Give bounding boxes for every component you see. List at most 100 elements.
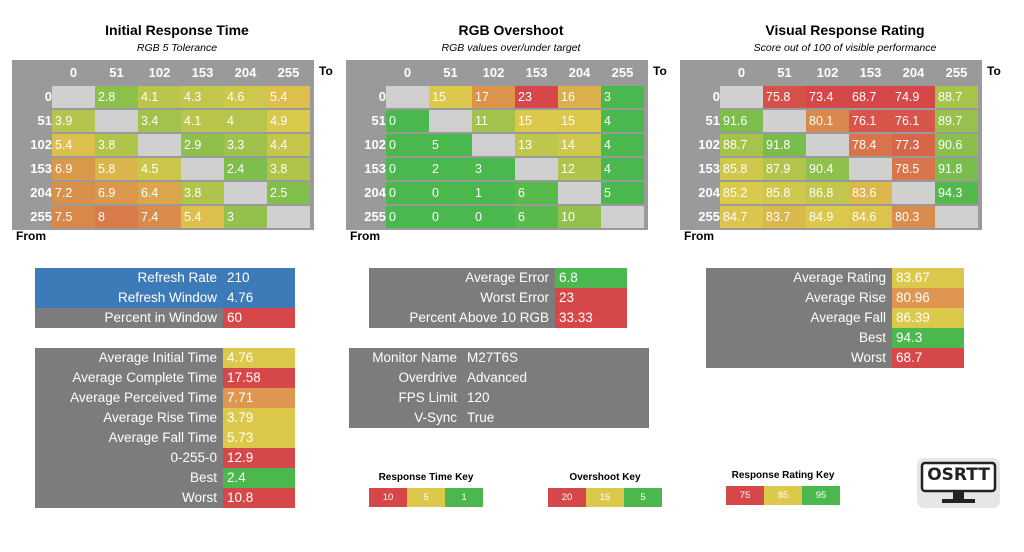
info-value: 4.76: [223, 288, 295, 308]
heatmap-cell: 83.6: [849, 182, 892, 204]
heatmap-cell: 3.4: [138, 110, 181, 132]
info-value: 6.8: [555, 268, 627, 288]
info-value: 4.76: [223, 348, 295, 368]
response-rating-key: Response Rating Key 75 85 95: [726, 470, 840, 505]
heatmap-title: Visual Response Rating: [765, 22, 925, 38]
heatmap-diagonal-cell: [515, 158, 558, 180]
row-header: 255: [364, 209, 386, 224]
key-cell: 5: [624, 488, 662, 507]
heatmap-diagonal-cell: [181, 158, 224, 180]
row-header: 153: [30, 161, 52, 176]
info-row: Refresh Window 4.76: [35, 288, 295, 308]
heatmap-cell: 8: [95, 206, 138, 228]
heatmap-diagonal-cell: [52, 86, 95, 108]
monitor-settings-box: Monitor Name M27T6S Overdrive Advanced FPS L…: [349, 348, 649, 428]
heatmap-y-label: From: [684, 229, 714, 243]
key-title: Overshoot Key: [569, 472, 641, 483]
info-row: Worst Error 23: [369, 288, 627, 308]
heatmap-cell: 80.1: [806, 110, 849, 132]
info-row: Refresh Rate 210: [35, 268, 295, 288]
info-label: Average Complete Time: [35, 368, 223, 388]
heatmap-cell: 10: [558, 206, 601, 228]
heatmap-cell: 74.9: [892, 86, 935, 108]
heatmap-cell: 5.4: [267, 86, 310, 108]
row-header: 204: [30, 185, 52, 200]
key-cell: 5: [407, 488, 445, 507]
info-row: Percent in Window 60: [35, 308, 295, 328]
heatmap-cell: 4.1: [181, 110, 224, 132]
heatmap-cell: 0: [429, 182, 472, 204]
heatmap-cell: 90.6: [935, 134, 978, 156]
info-label: Average Fall: [706, 308, 892, 328]
info-label: Refresh Rate: [35, 268, 223, 288]
heatmap-cell: 16: [558, 86, 601, 108]
info-row: Best 94.3: [706, 328, 964, 348]
info-label: Average Initial Time: [35, 348, 223, 368]
info-value: M27T6S: [463, 348, 649, 368]
heatmap-cell: 6: [515, 206, 558, 228]
heatmap-cell: 85.8: [720, 158, 763, 180]
info-value: 94.3: [892, 328, 964, 348]
info-row: Monitor Name M27T6S: [349, 348, 649, 368]
heatmap-cell: 6.4: [138, 182, 181, 204]
heatmap-x-label: To: [319, 64, 333, 78]
column-header: 102: [482, 65, 505, 80]
heatmap-cell: 88.7: [935, 86, 978, 108]
key-cell: 10: [369, 488, 407, 507]
heatmap-cell: 3.9: [52, 110, 95, 132]
heatmap-cell: 15: [515, 110, 558, 132]
row-header: 204: [698, 185, 720, 200]
info-label: Average Rating: [706, 268, 892, 288]
row-header: 102: [364, 137, 386, 152]
info-row: Average Initial Time 4.76: [35, 348, 295, 368]
info-label: FPS Limit: [349, 388, 463, 408]
heatmap-cell: 0: [386, 110, 429, 132]
response-time-key: Response Time Key 10 5 1: [369, 472, 483, 507]
heatmap-cell: 11: [472, 110, 515, 132]
heatmap-cell: 3: [224, 206, 267, 228]
column-header: 0: [69, 65, 78, 80]
heatmap-cell: 84.9: [806, 206, 849, 228]
heatmap-cell: 89.7: [935, 110, 978, 132]
heatmap-cell: 4.3: [181, 86, 224, 108]
heatmap-cell: 85.2: [720, 182, 763, 204]
heatmap-cell: 14: [558, 134, 601, 156]
heatmap-cell: 4.4: [267, 134, 310, 156]
heatmap-diagonal-cell: [558, 182, 601, 204]
heatmap-cell: 2: [429, 158, 472, 180]
info-label: Worst: [706, 348, 892, 368]
info-label: Average Perceived Time: [35, 388, 223, 408]
heatmap-title: RGB Overshoot: [458, 22, 564, 38]
heatmap-cell: 15: [558, 110, 601, 132]
overshoot-key: Overshoot Key 20 15 5: [548, 472, 662, 507]
key-cell: 15: [586, 488, 624, 507]
rating-summary-box: Average Rating 83.67 Average Rise 80.96 Aver…: [706, 268, 964, 368]
info-value: 60: [223, 308, 295, 328]
heatmap-cell: 0: [386, 134, 429, 156]
column-header: 51: [109, 65, 124, 80]
heatmap-cell: 3.8: [181, 182, 224, 204]
info-label: Average Fall Time: [35, 428, 223, 448]
info-row: 0-255-0 12.9: [35, 448, 295, 468]
row-header: 153: [364, 161, 386, 176]
info-row: Average Rise 80.96: [706, 288, 964, 308]
info-label: V-Sync: [349, 408, 463, 428]
heatmap-cell: 0: [386, 182, 429, 204]
info-value: 83.67: [892, 268, 964, 288]
row-header: 102: [30, 137, 52, 152]
info-label: Best: [706, 328, 892, 348]
heatmap-cell: 6.9: [52, 158, 95, 180]
heatmap-x-label: To: [653, 64, 667, 78]
key-cell: 75: [726, 486, 764, 505]
response-times-box: Average Initial Time 4.76 Average Complete…: [35, 348, 295, 508]
heatmap-cell: 3.8: [95, 134, 138, 156]
row-header: 153: [698, 161, 720, 176]
info-label: Worst Error: [369, 288, 555, 308]
heatmap-diagonal-cell: [806, 134, 849, 156]
heatmap-cell: 6.9: [95, 182, 138, 204]
row-header: 255: [30, 209, 52, 224]
heatmap-cell: 0: [386, 158, 429, 180]
info-value: 23: [555, 288, 627, 308]
row-header: 255: [698, 209, 720, 224]
column-header: 255: [277, 65, 300, 80]
